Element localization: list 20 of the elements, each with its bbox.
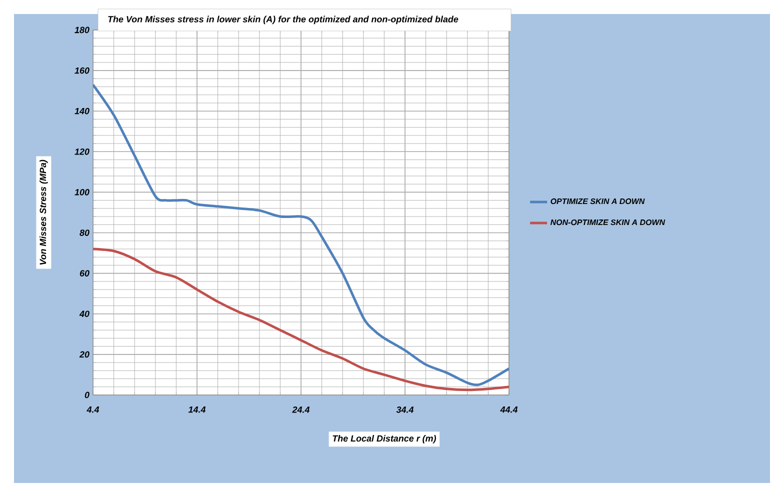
y-tick-label: 0	[84, 392, 90, 398]
x-axis-title: The Local Distance r (m)	[332, 435, 436, 444]
chart-title: The Von Misses stress in lower skin (A) for the optimized and non-optimized blade	[108, 16, 458, 24]
y-tick-label: 60	[80, 270, 90, 276]
line-series	[93, 248, 510, 392]
line-series	[93, 83, 510, 386]
x-tick-label: 24.4	[292, 406, 310, 413]
y-tick-label: 140	[74, 108, 90, 114]
y-tick-label: 40	[79, 310, 90, 318]
y-tick-label: 180	[74, 26, 90, 34]
y-tick-label: 120	[74, 148, 90, 155]
y-tick-label: 100	[74, 189, 90, 196]
x-tick-label: 34.4	[396, 406, 414, 413]
y-axis-title: Von Misses Stress (MPa)	[40, 160, 48, 265]
y-tick-label: 20	[79, 351, 90, 358]
y-tick-label: 160	[74, 67, 90, 74]
y-tick-label: 80	[80, 230, 90, 236]
x-tick-label: 14.4	[188, 406, 206, 413]
x-tick-label: 44.4	[500, 406, 518, 413]
x-tick-label: 4.4	[86, 406, 100, 413]
